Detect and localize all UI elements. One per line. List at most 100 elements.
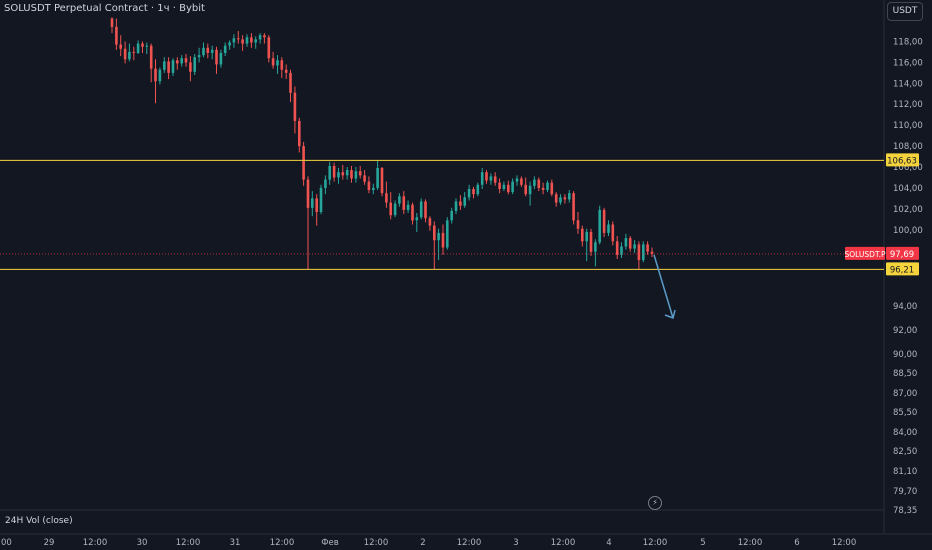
candle-body [620, 246, 623, 255]
currency-button[interactable]: USDT [887, 2, 923, 21]
candle-body [546, 182, 549, 190]
x-tick-label: Фев [321, 538, 339, 548]
y-tick-label: 100,00 [893, 226, 923, 236]
candle-body [607, 224, 610, 233]
last-price-label: 97,69 [890, 250, 914, 260]
candle-body [319, 187, 323, 212]
candle-body [276, 60, 279, 66]
x-tick-label: 12:00 [643, 538, 668, 548]
candle-body [637, 244, 641, 261]
y-tick-label: 106,00 [893, 163, 923, 173]
candle-body [419, 201, 423, 218]
candle-body [241, 39, 244, 44]
candle-body [263, 35, 266, 38]
candle-body [115, 26, 118, 45]
candle-body [585, 231, 588, 242]
x-tick-label: 2 [420, 538, 425, 548]
candle-body [254, 39, 257, 43]
candle-body [250, 37, 253, 43]
candle-body [385, 193, 388, 203]
candle-body [411, 204, 414, 221]
x-tick-label: 12:00 [551, 538, 576, 548]
candle-body [376, 168, 379, 188]
x-tick-label: 31 [230, 538, 241, 548]
candle-body [315, 198, 318, 212]
candle-body [507, 184, 510, 193]
y-tick-label: 102,00 [893, 205, 923, 215]
x-tick-label: 30 [137, 538, 148, 548]
candle-body [293, 92, 297, 121]
volume-indicator-label[interactable]: 24H Vol (close) [5, 516, 73, 526]
candle-body [511, 181, 514, 193]
arrow-down-right-icon [653, 254, 674, 319]
candle-body [402, 196, 406, 210]
candle-body [554, 194, 558, 203]
candle-body [372, 187, 375, 190]
candle-body [345, 170, 349, 176]
x-tick-label: 3 [513, 538, 518, 548]
candle-body [267, 37, 271, 59]
lightning-icon[interactable]: ⚡ [648, 496, 662, 510]
candle-body [363, 175, 366, 182]
candle-body [332, 166, 336, 178]
y-tick-label: 114,00 [893, 79, 923, 89]
candle-body [389, 202, 392, 216]
candle-body [572, 193, 575, 221]
candle-body [524, 184, 527, 195]
x-tick-label: 12:00 [457, 538, 482, 548]
x-tick-label: 6 [794, 538, 799, 548]
candle-body [589, 231, 593, 252]
y-tick-label: 85,50 [893, 408, 917, 418]
y-tick-label: 118,00 [893, 37, 923, 47]
candle-body [446, 220, 449, 248]
candle-body [493, 176, 497, 183]
candle-body [515, 178, 519, 182]
candle-body [398, 196, 401, 204]
candle-body [598, 209, 601, 243]
candle-body [472, 189, 475, 195]
x-tick-label: 12:00 [738, 538, 763, 548]
candle-body [258, 35, 262, 40]
candle-body [367, 181, 371, 190]
candle-body [302, 146, 305, 180]
y-tick-label: 110,00 [893, 121, 923, 131]
candle-body [328, 166, 331, 180]
candle-body [498, 182, 501, 189]
candle-body [128, 51, 131, 60]
candle-body [642, 244, 645, 261]
candle-body [163, 61, 166, 70]
x-tick-label: 12:00 [364, 538, 389, 548]
candle-body [628, 238, 632, 249]
x-tick-label: 12:00 [832, 538, 857, 548]
y-tick-label: 112,00 [893, 100, 923, 110]
candle-body [467, 189, 471, 198]
x-tick-label: 5 [700, 538, 705, 548]
candle-body [428, 218, 432, 226]
candle-body [184, 58, 188, 63]
candle-body [158, 69, 162, 82]
y-tick-label: 92,00 [893, 326, 917, 336]
y-tick-label: 94,00 [893, 302, 917, 312]
candle-body [110, 18, 114, 27]
candle-body [223, 45, 227, 53]
y-tick-label: 81,10 [893, 467, 917, 477]
candle-body [433, 225, 436, 241]
x-tick-label: 12:00 [270, 538, 295, 548]
candle-body [450, 210, 453, 221]
candle-body [197, 55, 201, 58]
candle-body [650, 251, 654, 254]
candle-body [219, 53, 223, 65]
candle-body [415, 217, 419, 221]
candle-body [324, 179, 327, 188]
candle-body [576, 220, 580, 229]
candle-body [520, 178, 523, 185]
candle-body [459, 201, 462, 206]
candle-body [454, 201, 458, 211]
level-price-tag [886, 153, 919, 167]
candle-body [581, 228, 584, 242]
y-tick-label: 90,00 [893, 350, 917, 360]
y-tick-label: 84,00 [893, 428, 917, 438]
symbol-title[interactable]: SOLUSDT Perpetual Contract · 1ч · Bybit [4, 3, 205, 14]
candle-body [215, 49, 218, 65]
